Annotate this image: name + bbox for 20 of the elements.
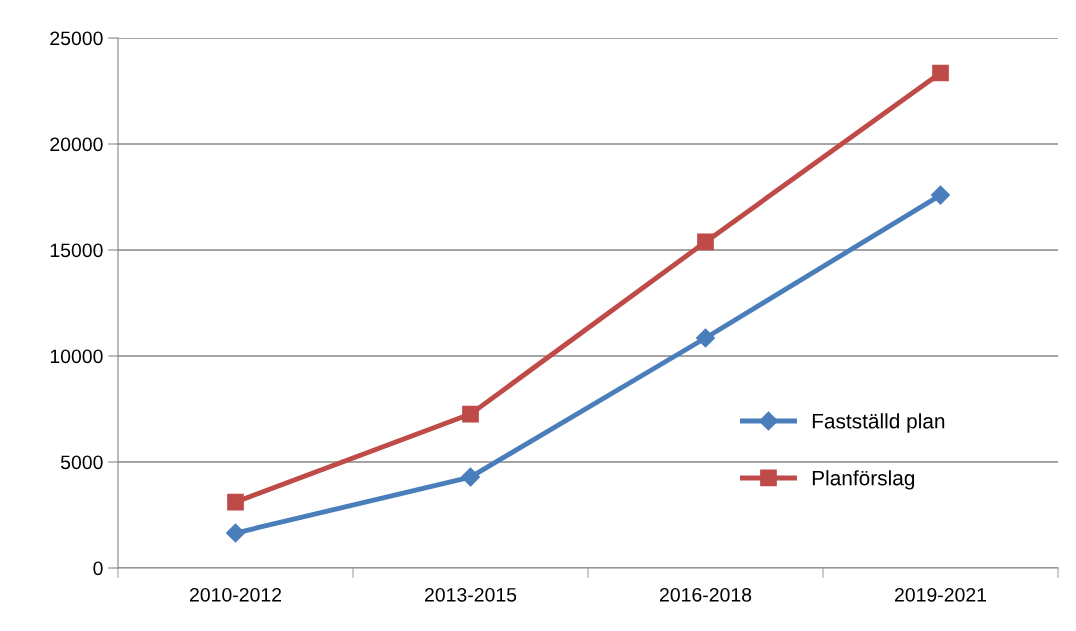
- x-tick-label: 2019-2021: [894, 587, 987, 602]
- point: [932, 64, 949, 82]
- legend-label: Planförslag: [812, 470, 915, 490]
- y-tick-label: 20000: [50, 137, 103, 152]
- y-tick-label: 0: [93, 561, 103, 576]
- y-tick-label: 10000: [50, 349, 103, 364]
- point: [930, 185, 951, 205]
- point: [225, 523, 246, 543]
- point: [697, 233, 714, 251]
- legend-label: Fastställd plan: [812, 413, 945, 433]
- y-tick-label: 5000: [60, 455, 103, 470]
- point: [695, 328, 716, 348]
- x-tick-label: 2016-2018: [659, 587, 752, 602]
- point: [460, 467, 481, 487]
- y-tick-label: 25000: [50, 31, 103, 46]
- x-tick-label: 2013-2015: [424, 587, 517, 602]
- point: [462, 405, 479, 423]
- x-tick-label: 2010-2012: [189, 587, 282, 602]
- y-tick-label: 15000: [50, 243, 103, 258]
- point: [227, 493, 244, 511]
